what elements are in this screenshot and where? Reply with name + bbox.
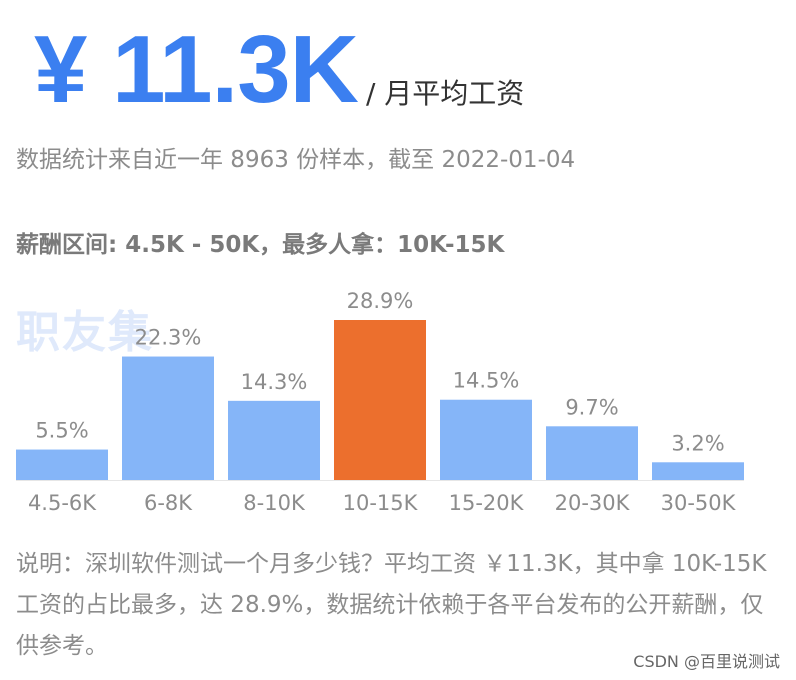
value-label-10-15K: 28.9%: [347, 289, 414, 313]
sample-stats-text: 数据统计来自近一年 8963 份样本，截至 2022-01-04: [16, 147, 576, 173]
category-label-30-50K: 30-50K: [661, 491, 737, 515]
salary-range-text: 薪酬区间: 4.5K - 50K，最多人拿：10K-15K: [16, 232, 505, 258]
value-label-8-10K: 14.3%: [241, 370, 308, 394]
category-label-20-30K: 20-30K: [555, 491, 631, 515]
category-label-8-10K: 8-10K: [243, 491, 306, 515]
value-label-30-50K: 3.2%: [671, 431, 724, 455]
salary-distribution-chart: 5.5% 4.5-6K 22.3% 6-8K 14.3% 8-10K 28.9% 10-15K…: [16, 289, 744, 515]
bar-4.5-6K: [16, 449, 108, 480]
value-label-4.5-6K: 5.5%: [35, 419, 88, 443]
average-salary-value: ¥ 11.3K: [34, 16, 359, 123]
category-label-4.5-6K: 4.5-6K: [28, 491, 97, 515]
bar-15-20K: [440, 399, 532, 480]
category-label-10-15K: 10-15K: [343, 491, 419, 515]
value-label-20-30K: 9.7%: [565, 395, 618, 419]
bar-10-15K: [334, 320, 426, 480]
category-label-6-8K: 6-8K: [144, 491, 193, 515]
value-label-6-8K: 22.3%: [135, 326, 202, 350]
bar-8-10K: [228, 400, 320, 480]
bar-6-8K: [122, 356, 214, 480]
salary-unit-label: / 月平均工资: [365, 77, 525, 110]
bar-30-50K: [652, 462, 744, 480]
watermark-logo: 职友集: [16, 307, 154, 358]
headline: ¥ 11.3K / 月平均工资: [34, 22, 524, 118]
category-label-15-20K: 15-20K: [449, 491, 525, 515]
description-note: 说明：深圳软件测试一个月多少钱？平均工资 ￥11.3K，其中拿 10K-15K …: [16, 551, 767, 659]
bar-20-30K: [546, 426, 638, 480]
value-label-15-20K: 14.5%: [453, 369, 520, 393]
source-credit: CSDN @百里说测试: [633, 652, 780, 671]
